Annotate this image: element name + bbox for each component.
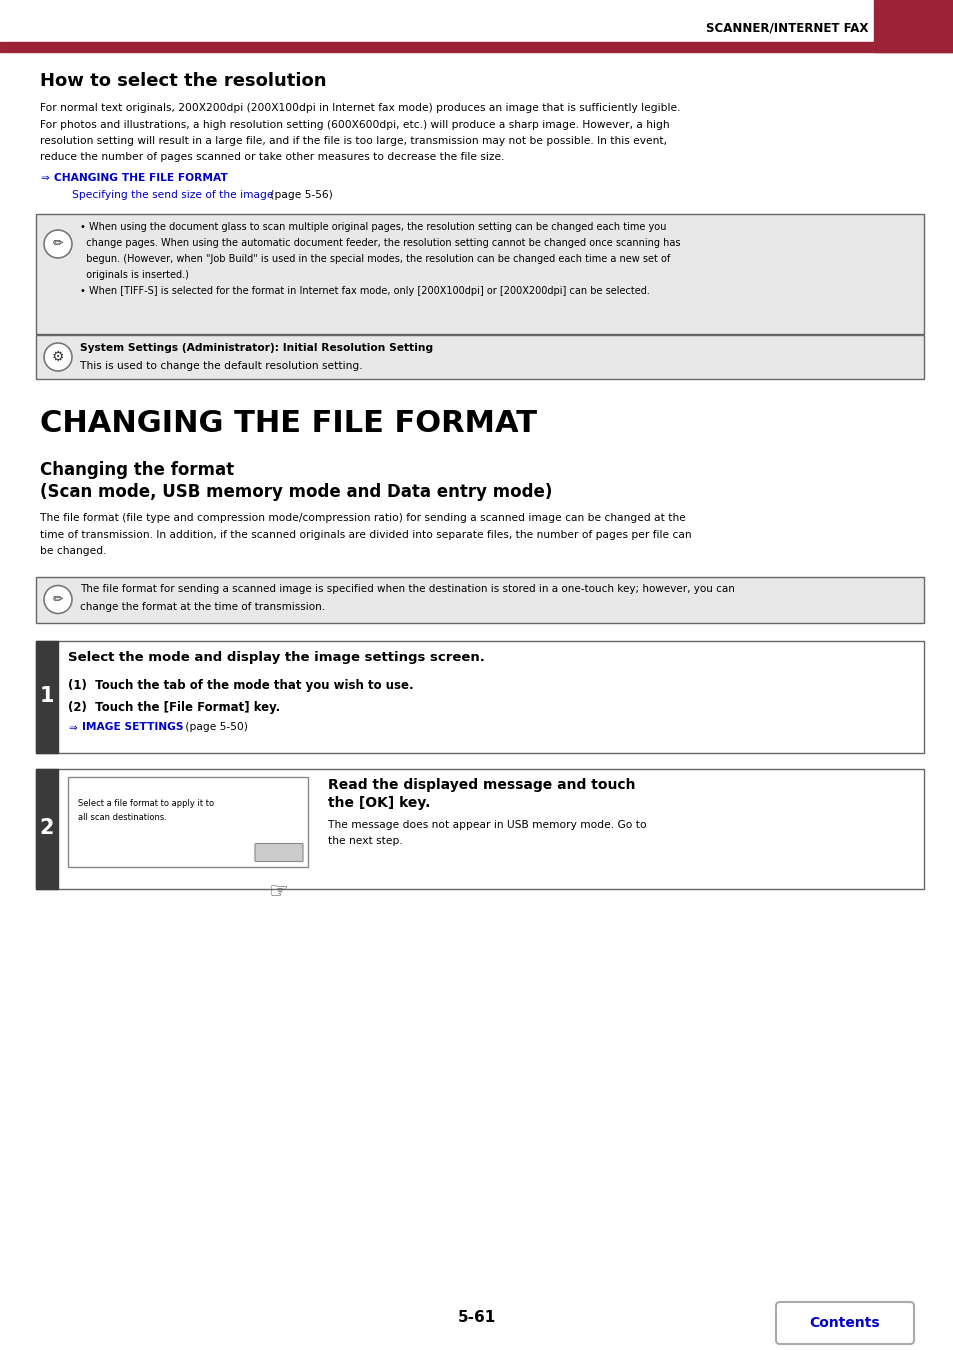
Text: • When using the document glass to scan multiple original pages, the resolution : • When using the document glass to scan … (80, 221, 666, 232)
Text: be changed.: be changed. (40, 545, 107, 556)
Text: 1: 1 (40, 687, 54, 706)
Text: change pages. When using the automatic document feeder, the resolution setting c: change pages. When using the automatic d… (80, 238, 679, 248)
Bar (873, 0, 953, 53)
Text: ✏: ✏ (52, 593, 63, 606)
Text: ☞: ☞ (268, 883, 288, 903)
Text: time of transmission. In addition, if the scanned originals are divided into sep: time of transmission. In addition, if th… (40, 529, 691, 540)
Bar (36, 640, 58, 752)
Text: CHANGING THE FILE FORMAT: CHANGING THE FILE FORMAT (54, 173, 228, 184)
Text: ⚙: ⚙ (51, 350, 64, 365)
Text: For normal text originals, 200X200dpi (200X100dpi in Internet fax mode) produces: For normal text originals, 200X200dpi (2… (40, 103, 679, 113)
Text: reduce the number of pages scanned or take other measures to decrease the file s: reduce the number of pages scanned or ta… (40, 153, 504, 162)
Text: the [OK] key.: the [OK] key. (328, 796, 430, 810)
Text: For photos and illustrations, a high resolution setting (600X600dpi, etc.) will : For photos and illustrations, a high res… (40, 120, 669, 130)
Bar (36, 576, 923, 622)
Text: The message does not appear in USB memory mode. Go to: The message does not appear in USB memor… (328, 821, 646, 830)
Text: change the format at the time of transmission.: change the format at the time of transmi… (80, 602, 325, 612)
Text: How to select the resolution: How to select the resolution (40, 72, 326, 90)
Circle shape (44, 586, 71, 613)
Text: The file format (file type and compression mode/compression ratio) for sending a: The file format (file type and compressi… (40, 513, 685, 522)
Text: (Scan mode, USB memory mode and Data entry mode): (Scan mode, USB memory mode and Data ent… (40, 483, 552, 501)
Bar (36, 768, 923, 888)
Text: Contents: Contents (809, 1316, 880, 1330)
Text: ✏: ✏ (52, 238, 63, 251)
FancyBboxPatch shape (775, 1301, 913, 1345)
Bar (0, 42, 953, 53)
Text: (page 5-56): (page 5-56) (267, 190, 333, 200)
Bar (68, 776, 308, 867)
Text: Select a file format to apply it to: Select a file format to apply it to (78, 798, 213, 807)
FancyBboxPatch shape (254, 844, 303, 861)
Text: CHANGING THE FILE FORMAT: CHANGING THE FILE FORMAT (40, 409, 537, 437)
Text: begun. (However, when "Job Build" is used in the special modes, the resolution c: begun. (However, when "Job Build" is use… (80, 254, 670, 265)
Text: all scan destinations.: all scan destinations. (78, 813, 167, 822)
Text: ⇒: ⇒ (40, 173, 49, 184)
Text: Specifying the send size of the image: Specifying the send size of the image (71, 190, 274, 200)
Circle shape (44, 230, 71, 258)
Text: 5-61: 5-61 (457, 1310, 496, 1324)
Text: • When [TIFF-S] is selected for the format in Internet fax mode, only [200X100dp: • When [TIFF-S] is selected for the form… (80, 286, 649, 296)
Text: ⇒: ⇒ (68, 722, 76, 733)
Text: (2)  Touch the [File Format] key.: (2) Touch the [File Format] key. (68, 701, 280, 714)
Text: The file format for sending a scanned image is specified when the destination is: The file format for sending a scanned im… (80, 585, 734, 594)
Text: (page 5-50): (page 5-50) (182, 722, 248, 733)
Text: Changing the format: Changing the format (40, 460, 233, 479)
Text: System Settings (Administrator): Initial Resolution Setting: System Settings (Administrator): Initial… (80, 343, 433, 352)
Circle shape (44, 343, 71, 371)
Text: originals is inserted.): originals is inserted.) (80, 270, 189, 279)
Bar (36, 215, 923, 333)
Text: IMAGE SETTINGS: IMAGE SETTINGS (82, 722, 183, 733)
Text: Select the mode and display the image settings screen.: Select the mode and display the image se… (68, 651, 484, 663)
Bar (36, 335, 923, 379)
Text: the next step.: the next step. (328, 837, 402, 846)
Text: resolution setting will result in a large file, and if the file is too large, tr: resolution setting will result in a larg… (40, 136, 666, 146)
Text: This is used to change the default resolution setting.: This is used to change the default resol… (80, 360, 362, 371)
Bar (36, 640, 923, 752)
Text: SCANNER/INTERNET FAX: SCANNER/INTERNET FAX (705, 22, 867, 35)
Text: 2: 2 (40, 818, 54, 838)
Bar (36, 768, 58, 888)
Text: Read the displayed message and touch: Read the displayed message and touch (328, 779, 635, 792)
Text: (1)  Touch the tab of the mode that you wish to use.: (1) Touch the tab of the mode that you w… (68, 679, 414, 691)
